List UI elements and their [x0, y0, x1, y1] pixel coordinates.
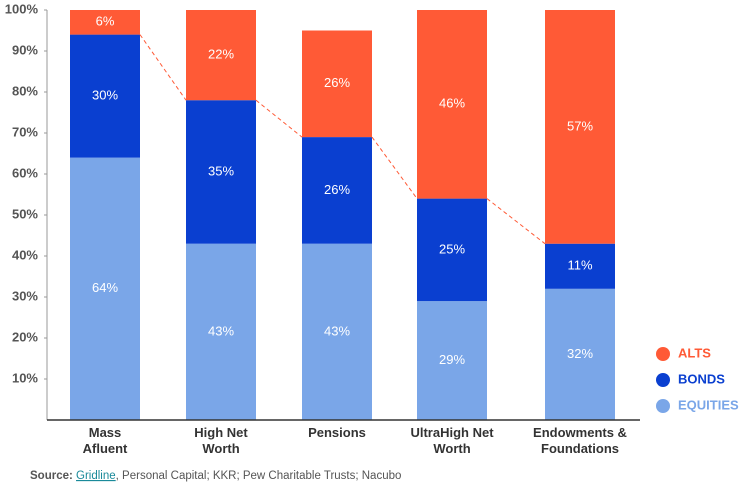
source-label: Source:	[30, 470, 73, 482]
data-label: 22%	[208, 47, 234, 62]
bar-segment	[545, 243, 615, 289]
x-tick-label: Endowments & Foundations	[533, 425, 627, 456]
bar-segment	[186, 243, 256, 420]
data-label: 11%	[567, 258, 592, 273]
bar-segment	[70, 34, 140, 158]
data-label: 32%	[567, 346, 593, 361]
x-tick-label: Mass Afluent	[82, 425, 128, 456]
data-label: 25%	[439, 241, 465, 256]
legend-label: ALTS	[678, 345, 711, 360]
data-label: 26%	[324, 75, 350, 90]
y-tick-label: 30%	[12, 288, 38, 303]
y-tick-label: 80%	[12, 83, 38, 98]
bar-segment	[545, 288, 615, 420]
y-tick-label: 70%	[12, 124, 38, 139]
data-label: 6%	[96, 14, 115, 29]
data-label: 64%	[92, 280, 118, 295]
bar-segment	[302, 137, 372, 244]
y-tick-label: 50%	[12, 206, 38, 221]
legend-label: EQUITIES	[678, 397, 739, 412]
bar-segment	[70, 10, 140, 35]
data-label: 35%	[208, 163, 234, 178]
connector-line	[371, 136, 418, 199]
bar-segment	[417, 301, 487, 420]
y-tick-label: 60%	[12, 165, 38, 180]
x-tick-label: UltraHigh Net Worth	[410, 425, 494, 456]
data-label: 30%	[92, 88, 118, 103]
legend-marker	[656, 399, 670, 413]
y-tick-label: 10%	[12, 370, 38, 385]
y-tick-label: 20%	[12, 329, 38, 344]
bar-segment	[417, 10, 487, 199]
source-text: , Personal Capital; KKR; Pew Charitable …	[116, 470, 402, 482]
legend-marker	[656, 373, 670, 387]
y-tick-label: 90%	[12, 42, 38, 57]
data-label: 29%	[439, 352, 465, 367]
bar-segment	[302, 243, 372, 420]
bar-segment	[417, 198, 487, 302]
x-tick-label: High Net Worth	[194, 425, 248, 456]
data-label: 43%	[324, 323, 350, 338]
legend-label: BONDS	[678, 371, 725, 386]
bar-segment	[186, 100, 256, 244]
bar-segment	[186, 10, 256, 101]
source-link[interactable]: Gridline	[76, 470, 116, 482]
y-tick-label: 100%	[5, 1, 39, 16]
data-label: 43%	[208, 323, 234, 338]
connector-line	[486, 198, 546, 245]
data-label: 46%	[439, 96, 465, 111]
data-label: 26%	[324, 182, 350, 197]
connector-line	[139, 34, 187, 101]
bar-segment	[302, 30, 372, 138]
bar-segment	[70, 157, 140, 420]
bar-segment	[545, 10, 615, 244]
x-tick-label: Pensions	[308, 425, 366, 440]
data-label: 57%	[567, 118, 593, 133]
legend-marker	[656, 347, 670, 361]
y-tick-label: 40%	[12, 247, 38, 262]
connector-line	[255, 99, 303, 138]
source-note: Source: Gridline, Personal Capital; KKR;…	[30, 470, 401, 482]
